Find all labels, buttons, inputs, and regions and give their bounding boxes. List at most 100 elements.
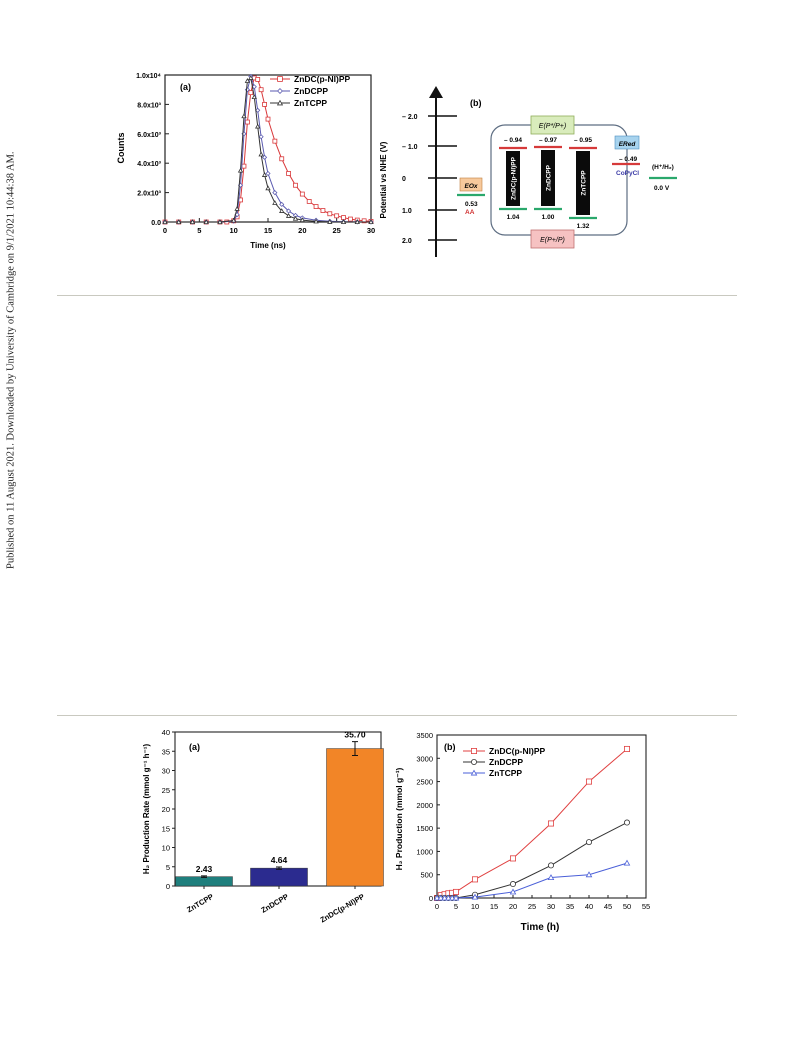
data-point — [258, 87, 264, 93]
y-axis-label: H₂ Production Rate (mmol g⁻¹ h⁻¹) — [142, 744, 151, 875]
y-tick-label: 8.0x10³ — [137, 102, 161, 109]
data-point — [272, 138, 278, 144]
data-point — [472, 876, 479, 883]
data-point — [265, 116, 271, 122]
data-point — [306, 199, 312, 204]
reduction-box — [614, 135, 640, 150]
compound-bar — [576, 151, 590, 215]
data-point — [510, 881, 517, 888]
y-tick-label: 30 — [162, 767, 170, 776]
ground-state-label: E(P+/P) — [540, 237, 565, 244]
x-tick-label: 10 — [471, 902, 479, 911]
catalyst-label: CoPyCl — [616, 170, 639, 177]
data-point — [237, 167, 244, 173]
category-label: ZnDCPP — [260, 892, 290, 915]
data-point — [265, 185, 271, 191]
series-line — [165, 74, 372, 223]
y-tick-label: 0 — [166, 882, 170, 891]
y-tick-label: 1.0x10⁴ — [136, 73, 161, 80]
legend-label: ZnDC(p-NI)PP — [489, 746, 546, 756]
data-point — [261, 172, 268, 177]
series-line — [436, 748, 628, 899]
data-point — [510, 855, 517, 862]
hydrogen-value: 0.0 V — [654, 185, 670, 192]
data-point — [292, 215, 299, 221]
x-tick-label: 35 — [566, 902, 574, 911]
y-tick-label: 35 — [162, 747, 170, 756]
data-point — [623, 819, 630, 826]
ground-level-value: 1.00 — [542, 214, 555, 221]
plot-frame — [436, 734, 647, 899]
data-point — [217, 219, 223, 225]
oxidation-donor: AA — [465, 209, 475, 216]
bar — [326, 748, 384, 887]
sidebar-publication-note: Published on 11 August 2021. Downloaded … — [5, 151, 17, 569]
data-point — [437, 894, 445, 901]
data-point — [341, 215, 346, 220]
y-axis-label: Counts — [116, 133, 126, 164]
legend-label: ZnDCPP — [489, 757, 523, 767]
compound-name: ZnDC(p-NI)PP — [510, 156, 517, 200]
data-point — [433, 894, 441, 901]
data-point — [361, 218, 367, 224]
data-point — [585, 839, 592, 846]
bar — [250, 867, 308, 887]
category-label: ZnDC(p-NI)PP — [319, 892, 366, 925]
y-axis-label: H₂ Production (mmol g⁻¹) — [394, 767, 404, 870]
y-tick-label: 6.0x10³ — [137, 132, 161, 139]
data-point — [354, 219, 360, 225]
bar-value-label: 4.64 — [271, 855, 288, 865]
y-tick-label: 0.0 — [151, 220, 161, 227]
legend-label: ZnTCPP — [294, 98, 327, 108]
y-tick-label: 3500 — [416, 731, 433, 740]
potential-tick-label: 2.0 — [402, 238, 412, 245]
data-point — [248, 75, 254, 80]
data-point — [347, 216, 353, 222]
data-point — [445, 894, 452, 901]
data-point — [230, 217, 237, 223]
x-tick-label: 50 — [623, 902, 631, 911]
y-tick-label: 1000 — [416, 847, 433, 856]
hydrogen-couple-label: (H⁺/H₂) — [652, 164, 674, 171]
data-point — [286, 208, 292, 214]
data-point — [279, 201, 285, 207]
excited-state-label: E(P*/P+) — [539, 123, 566, 130]
reduction-label: ERed — [619, 141, 637, 148]
compound-name: ZnTCPP — [580, 170, 587, 196]
x-tick-label: 30 — [547, 902, 555, 911]
data-point — [320, 208, 326, 213]
data-point — [285, 213, 292, 218]
y-tick-label: 1500 — [416, 824, 433, 833]
y-tick-label: 10 — [162, 844, 170, 853]
y-tick-label: 5 — [166, 863, 170, 872]
y-tick-label: 500 — [420, 871, 433, 880]
y-tick-label: 20 — [162, 805, 170, 814]
data-point — [255, 123, 261, 129]
data-point — [334, 213, 340, 219]
data-point — [623, 859, 631, 866]
x-tick-label: 40 — [585, 902, 593, 911]
figure-top-panel-a: 0.0 2.0x10³ 4.0x10³ 6.0x10³ 8.0x10³ 1.0x10⁴ 0… — [116, 73, 375, 250]
reduction-value: – 0.49 — [619, 156, 637, 163]
potential-tick-label: – 2.0 — [402, 114, 418, 121]
series-line — [165, 77, 372, 223]
potential-tick-label: 0 — [402, 176, 406, 183]
x-tick-label: 55 — [642, 902, 650, 911]
data-point — [368, 219, 374, 225]
excited-level-value: – 0.97 — [539, 137, 557, 144]
y-tick-label: 40 — [162, 728, 170, 737]
excited-level-value: – 0.94 — [504, 137, 522, 144]
data-point — [244, 119, 250, 125]
data-point — [471, 747, 478, 754]
data-point — [241, 113, 247, 119]
data-point — [471, 759, 478, 766]
data-point — [162, 219, 168, 225]
data-point — [327, 211, 333, 217]
panel-label: (b) — [444, 742, 456, 752]
data-point — [470, 769, 478, 776]
x-tick-label: 15 — [264, 226, 272, 235]
data-point — [248, 90, 254, 96]
y-tick-label: 2000 — [416, 801, 433, 810]
compound-bar — [541, 150, 555, 206]
